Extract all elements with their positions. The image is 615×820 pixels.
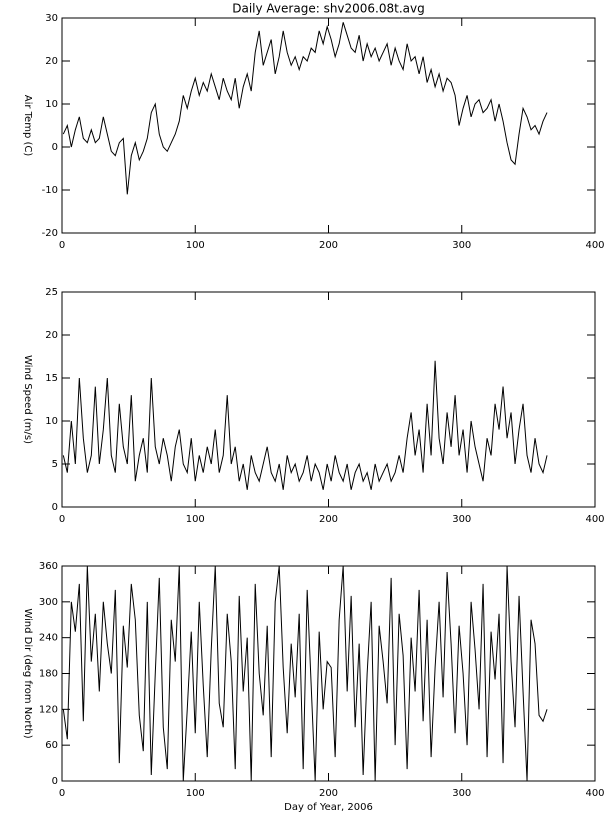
y-tick-label: 0 <box>52 776 58 787</box>
data-line <box>62 360 548 490</box>
y-tick-label: 300 <box>39 597 58 608</box>
y-tick-label: 120 <box>39 704 58 715</box>
x-tick-label: 300 <box>452 514 471 525</box>
x-axis-label: Day of Year, 2006 <box>284 802 373 813</box>
y-tick-label: 180 <box>39 669 58 680</box>
x-tick-label: 0 <box>59 788 65 799</box>
x-tick-label: 400 <box>585 514 604 525</box>
y-tick-label: 0 <box>52 142 58 153</box>
y-tick-label: -10 <box>42 185 58 196</box>
y-tick-label: 5 <box>52 459 58 470</box>
x-tick-label: 400 <box>585 240 604 251</box>
x-tick-label: 400 <box>585 788 604 799</box>
plot-frame <box>61 291 596 508</box>
x-tick-label: 0 <box>59 514 65 525</box>
y-axis-label: Air Temp (C) <box>22 95 33 157</box>
y-tick-label: 15 <box>45 373 58 384</box>
y-tick-label: 0 <box>52 502 58 513</box>
y-tick-label: 20 <box>45 56 58 67</box>
chart-title: Daily Average: shv2006.08t.avg <box>232 2 425 16</box>
x-tick-label: 300 <box>452 788 471 799</box>
data-line <box>62 565 548 782</box>
y-tick-label: -20 <box>42 228 58 239</box>
x-tick-label: 200 <box>319 788 338 799</box>
y-tick-label: 240 <box>39 633 58 644</box>
y-tick-label: 30 <box>45 13 58 24</box>
x-tick-label: 100 <box>186 240 205 251</box>
plot-frame <box>61 565 596 782</box>
y-axis-label: Wind Dir (deg from North) <box>22 608 33 738</box>
y-axis-label: Wind Speed (m/s) <box>22 355 33 444</box>
x-tick-label: 100 <box>186 514 205 525</box>
y-tick-label: 10 <box>45 416 58 427</box>
x-tick-label: 200 <box>319 514 338 525</box>
x-tick-label: 200 <box>319 240 338 251</box>
y-tick-label: 10 <box>45 99 58 110</box>
data-line <box>62 22 548 195</box>
y-tick-label: 60 <box>45 740 58 751</box>
x-tick-label: 0 <box>59 240 65 251</box>
y-tick-label: 20 <box>45 330 58 341</box>
plot-frame <box>61 17 596 234</box>
x-tick-label: 100 <box>186 788 205 799</box>
x-tick-label: 300 <box>452 240 471 251</box>
y-tick-label: 360 <box>39 561 58 572</box>
y-tick-label: 25 <box>45 287 58 298</box>
